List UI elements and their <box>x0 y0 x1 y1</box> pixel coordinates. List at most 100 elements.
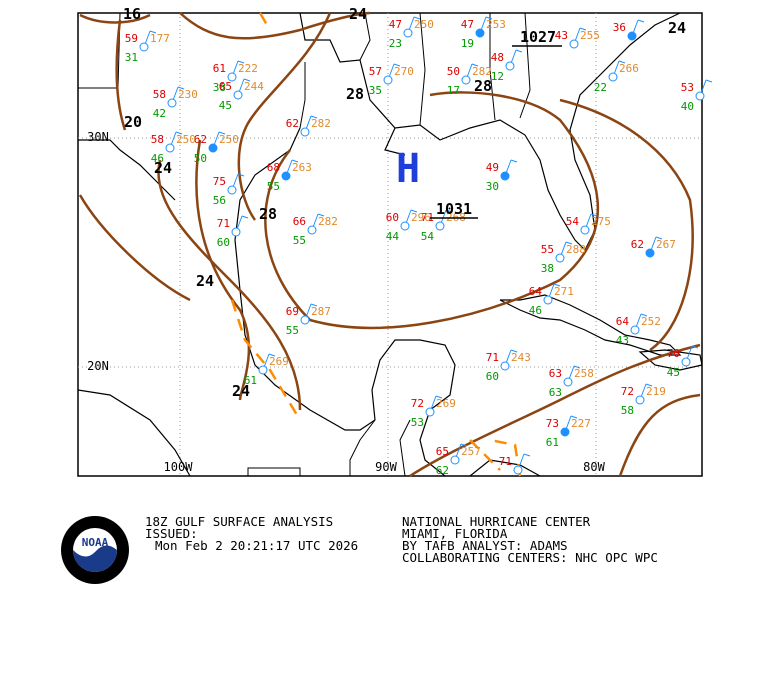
station: 68 55 263 <box>267 159 312 193</box>
dewpoint: 38 <box>541 262 554 275</box>
wind-barb <box>237 173 245 177</box>
wind-barb <box>640 313 648 317</box>
dewpoint: 45 <box>219 99 232 112</box>
wind-barb <box>268 353 276 357</box>
station: 72 58 219 <box>621 383 666 417</box>
isobar-label: 28 <box>346 85 364 103</box>
temperature: 57 <box>369 65 382 78</box>
station: 65 62 257 <box>436 443 481 477</box>
station-circle <box>403 28 413 38</box>
station-circle <box>563 377 573 387</box>
footer-right: BY TAFB ANALYST: ADAMS <box>402 538 568 553</box>
isobar-label: 24 <box>154 159 172 177</box>
pressure: 253 <box>486 18 506 31</box>
station-circle <box>560 427 570 437</box>
pressure: 288 <box>566 243 586 256</box>
isobar-label: 24 <box>668 19 686 37</box>
dewpoint: 35 <box>369 84 382 97</box>
temperature: 71 <box>499 455 512 468</box>
station: 43 255 <box>555 27 600 49</box>
wind-barb <box>243 78 251 82</box>
pressure: 266 <box>619 62 639 75</box>
temperature: 49 <box>486 161 499 174</box>
pressure: 269 <box>269 355 289 368</box>
temperature: 65 <box>436 445 449 458</box>
station: 62 282 <box>286 115 331 137</box>
logo-label: NOAA <box>82 536 109 549</box>
pressure: 250 <box>176 133 196 146</box>
isobar-label: 20 <box>124 113 142 131</box>
station-circle <box>435 221 445 231</box>
pressure: 282 <box>318 215 338 228</box>
pressure: 222 <box>238 62 258 75</box>
pressure: 250 <box>414 18 434 31</box>
station-circle <box>307 225 317 235</box>
station: 64 43 252 <box>616 313 661 347</box>
footer-left: ISSUED: <box>145 526 198 541</box>
temperature: 64 <box>616 315 630 328</box>
wind-barb <box>565 241 573 245</box>
station-circle <box>450 455 460 465</box>
isobar-label: 24 <box>196 272 214 290</box>
station: 61 269 <box>244 353 289 387</box>
dewpoint: 55 <box>267 180 280 193</box>
wind-barb <box>435 395 443 399</box>
wind-barb <box>590 213 598 217</box>
station: 57 35 270 <box>369 63 414 97</box>
temperature: 70 <box>667 347 680 360</box>
map-labels: 30N 20N 100W 90W 80W 16 24 20 24 28 28 28 24 24 24 H 103… <box>87 5 686 474</box>
station-circle <box>383 75 393 85</box>
wind-barb <box>410 209 418 213</box>
wind-barb <box>177 86 185 90</box>
station: 63 63 258 <box>549 365 594 399</box>
station-circle <box>281 171 291 181</box>
station-circle <box>139 42 149 52</box>
station-circle <box>569 39 579 49</box>
dewpoint: 42 <box>153 107 166 120</box>
temperature: 62 <box>631 238 644 251</box>
station: 47 23 250 <box>389 16 434 50</box>
temperature: 55 <box>541 243 554 256</box>
wind-barb <box>523 453 531 457</box>
isobar-label: 28 <box>474 77 492 95</box>
dewpoint: 40 <box>681 100 694 113</box>
station-circle <box>500 171 510 181</box>
station-circle <box>580 225 590 235</box>
dewpoint: 60 <box>486 370 499 383</box>
station: 61 38 222 <box>213 60 258 94</box>
temperature: 69 <box>286 305 299 318</box>
wind-barb <box>553 283 561 287</box>
station-plots: 5931177613822265452445842230625025058462… <box>125 16 713 477</box>
wind-barb <box>393 63 401 67</box>
station-circle <box>645 248 655 258</box>
temperature: 58 <box>151 133 164 146</box>
temperature: 62 <box>194 133 207 146</box>
dewpoint: 55 <box>286 324 299 337</box>
temperature: 58 <box>153 88 166 101</box>
station: 71 <box>499 453 531 475</box>
station-circle <box>300 315 310 325</box>
temperature: 72 <box>621 385 634 398</box>
isobars <box>78 11 701 478</box>
station-circle <box>227 72 237 82</box>
wind-barb <box>218 131 226 135</box>
isobar-label: 24 <box>232 382 250 400</box>
footer-right: NATIONAL HURRICANE CENTER <box>402 514 591 529</box>
dewpoint: 61 <box>546 436 559 449</box>
dewpoint: 38 <box>213 81 226 94</box>
temperature: 43 <box>555 29 568 42</box>
wind-barb <box>445 209 453 213</box>
lon-label: 80W <box>583 460 605 474</box>
station: 58 42 230 <box>153 86 198 120</box>
wind-barb <box>645 383 653 387</box>
wind-barb <box>291 159 299 163</box>
station-circle <box>681 357 691 367</box>
dewpoint: 56 <box>213 194 226 207</box>
pressure-center: 1031 <box>436 200 472 218</box>
station: 65 45 244 <box>219 78 264 112</box>
station-circle <box>555 253 565 263</box>
